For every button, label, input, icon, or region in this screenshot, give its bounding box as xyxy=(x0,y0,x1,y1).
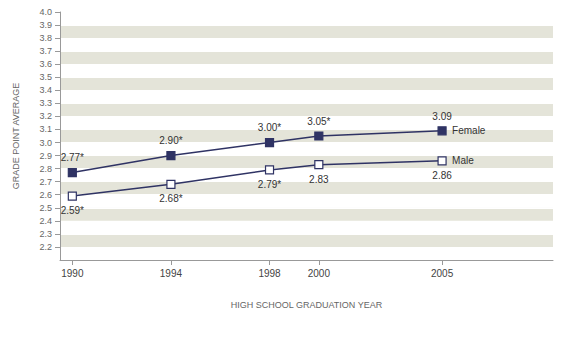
svg-text:1994: 1994 xyxy=(160,268,183,279)
svg-text:2.3: 2.3 xyxy=(39,229,52,239)
svg-text:3.1: 3.1 xyxy=(39,124,52,134)
svg-text:2.4: 2.4 xyxy=(39,216,52,226)
svg-text:3.2: 3.2 xyxy=(39,111,52,121)
svg-text:3.09: 3.09 xyxy=(432,111,452,122)
svg-text:3.7: 3.7 xyxy=(39,46,52,56)
svg-text:3.00*: 3.00* xyxy=(258,122,281,133)
svg-text:2.2: 2.2 xyxy=(39,242,52,252)
svg-text:2000: 2000 xyxy=(308,268,331,279)
svg-text:2.9: 2.9 xyxy=(39,151,52,161)
svg-text:3.0: 3.0 xyxy=(39,138,52,148)
svg-text:4.0: 4.0 xyxy=(39,7,52,17)
svg-text:1990: 1990 xyxy=(61,268,84,279)
svg-text:3.3: 3.3 xyxy=(39,98,52,108)
svg-text:2.59*: 2.59* xyxy=(61,205,84,216)
svg-text:3.5: 3.5 xyxy=(39,72,52,82)
svg-text:2.90*: 2.90* xyxy=(159,135,182,146)
svg-text:2.77*: 2.77* xyxy=(61,152,84,163)
svg-text:3.8: 3.8 xyxy=(39,33,52,43)
svg-text:3.4: 3.4 xyxy=(39,85,52,95)
svg-text:2.79*: 2.79* xyxy=(258,179,281,190)
svg-text:2.8: 2.8 xyxy=(39,164,52,174)
svg-text:2.68*: 2.68* xyxy=(159,193,182,204)
svg-text:2.7: 2.7 xyxy=(39,177,52,187)
svg-text:2005: 2005 xyxy=(431,268,454,279)
svg-text:Female: Female xyxy=(452,125,486,136)
svg-text:HIGH SCHOOL GRADUATION YEAR: HIGH SCHOOL GRADUATION YEAR xyxy=(231,300,383,310)
svg-text:1998: 1998 xyxy=(258,268,281,279)
svg-text:2.83: 2.83 xyxy=(309,174,329,185)
svg-text:3.6: 3.6 xyxy=(39,59,52,69)
svg-text:2.6: 2.6 xyxy=(39,190,52,200)
svg-text:2.86: 2.86 xyxy=(432,170,452,181)
svg-text:3.05*: 3.05* xyxy=(307,116,330,127)
svg-text:2.5: 2.5 xyxy=(39,203,52,213)
svg-text:GRADE POINT AVERAGE: GRADE POINT AVERAGE xyxy=(11,83,21,190)
svg-text:Male: Male xyxy=(452,155,474,166)
svg-text:3.9: 3.9 xyxy=(39,20,52,30)
